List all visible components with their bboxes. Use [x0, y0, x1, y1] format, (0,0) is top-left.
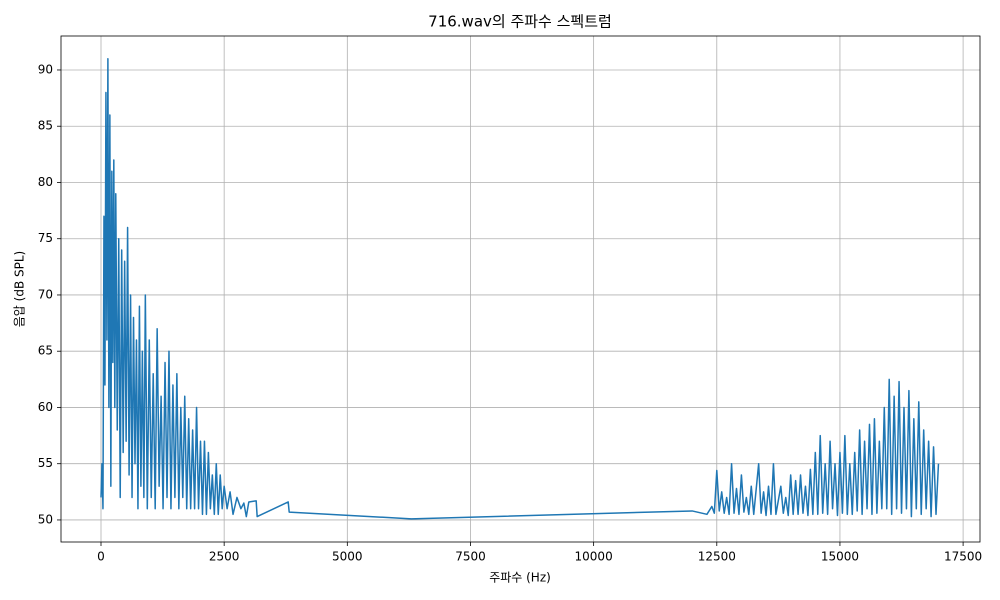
y-axis-label: 음압 (dB SPL)	[13, 251, 27, 327]
y-tick-label: 75	[38, 231, 53, 245]
x-tick-label: 2500	[209, 550, 240, 564]
y-tick-label: 70	[38, 287, 53, 301]
x-tick-label: 10000	[575, 550, 613, 564]
x-tick-label: 17500	[944, 550, 982, 564]
x-tick-label: 12500	[698, 550, 736, 564]
y-tick-label: 55	[38, 456, 53, 470]
y-tick-label: 80	[38, 175, 53, 189]
y-tick-label: 50	[38, 512, 53, 526]
x-axis-label: 주파수 (Hz)	[489, 571, 551, 585]
x-tick-label: 5000	[332, 550, 363, 564]
x-tick-label: 15000	[821, 550, 859, 564]
y-tick-label: 60	[38, 400, 53, 414]
x-tick-label: 0	[97, 550, 105, 564]
chart-title: 716.wav의 주파수 스펙트럼	[428, 13, 612, 31]
spectrum-line	[100, 57, 940, 520]
y-tick-label: 65	[38, 344, 53, 358]
x-tick-label: 7500	[455, 550, 486, 564]
plot-frame	[60, 35, 981, 543]
y-tick-label: 85	[38, 119, 53, 133]
y-tick-label: 90	[38, 62, 53, 76]
